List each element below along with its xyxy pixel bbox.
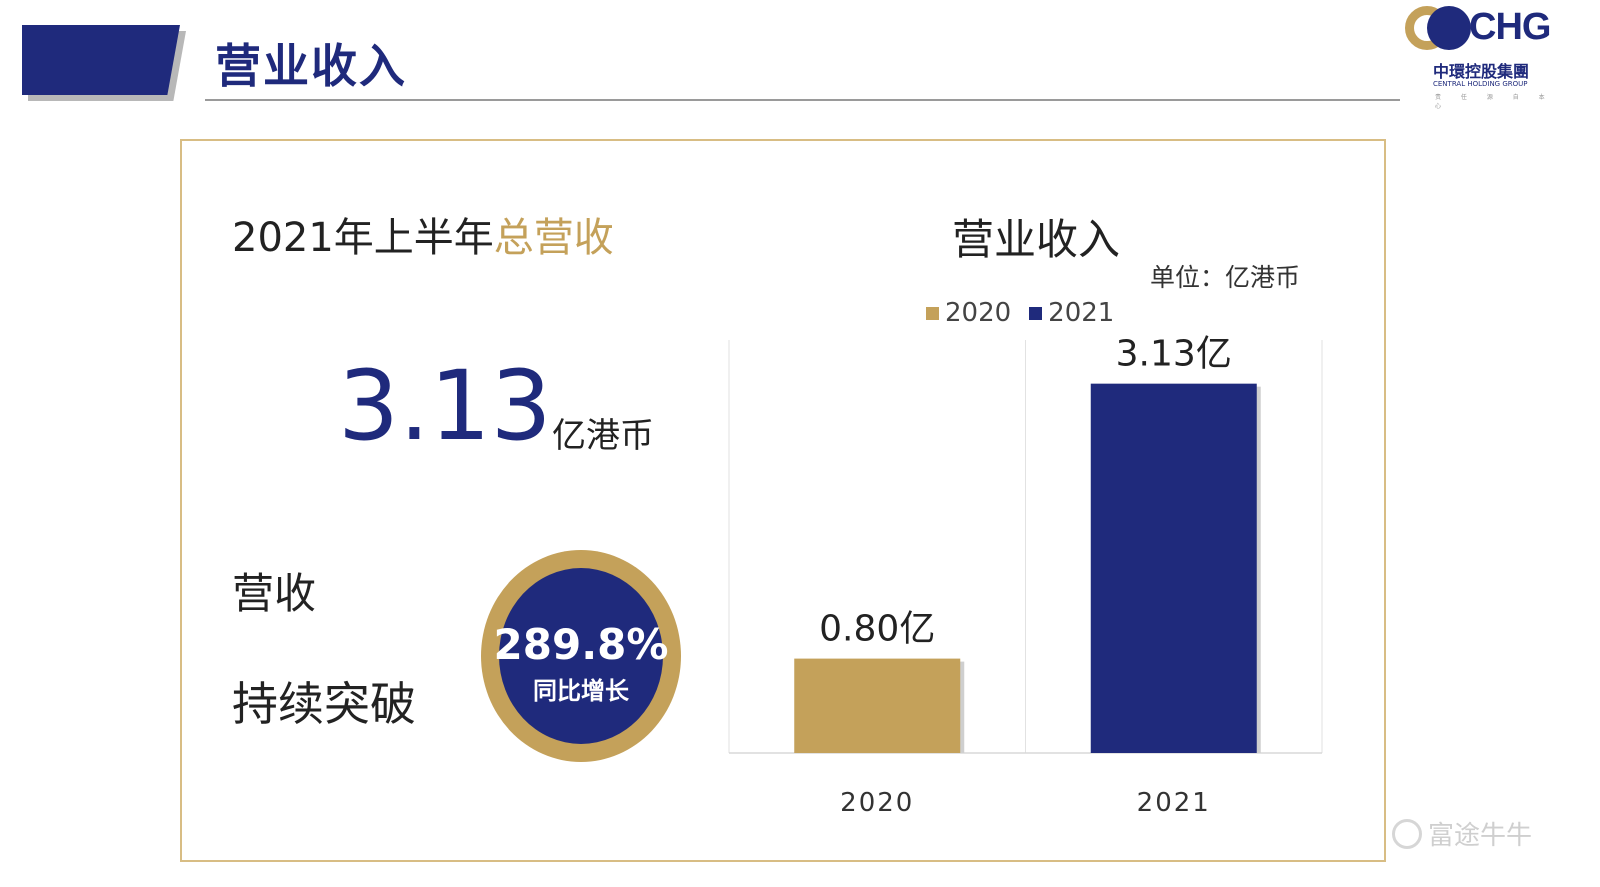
- logo-mark: CHG: [1469, 6, 1551, 48]
- logo-tagline: 责 任 源 自 本 心: [1435, 94, 1554, 110]
- legend-swatch-2020: [926, 306, 939, 320]
- page-title: 营业收入: [215, 39, 407, 93]
- revenue-label: 营收: [232, 569, 317, 618]
- growth-label: 同比增长: [533, 677, 629, 705]
- logo-name-cn: 中環控股集團: [1433, 62, 1530, 81]
- data-label-2021: 3.13亿: [1116, 334, 1232, 375]
- legend-item-2020: 2020: [926, 298, 1011, 328]
- x-tick-2020: 2020: [840, 788, 914, 818]
- legend-item-2021: 2021: [1029, 298, 1114, 328]
- watermark: 富途牛牛: [1392, 815, 1532, 852]
- breakthrough-label: 持续突破: [232, 677, 416, 731]
- company-logo: CHG 中環控股集團 CENTRAL HOLDING GROUP 责 任 源 自…: [1405, 4, 1575, 110]
- title-banner: [22, 25, 180, 95]
- data-label-2020: 0.80亿: [819, 609, 935, 650]
- chart-legend: 2020 2021: [926, 298, 1114, 328]
- watermark-text: 富途牛牛: [1428, 821, 1533, 851]
- title-divider: [205, 99, 1400, 101]
- legend-label-2021: 2021: [1048, 298, 1115, 328]
- headline-prefix: 2021年上半年: [232, 215, 494, 261]
- logo-inner-circle-icon: [1427, 6, 1471, 50]
- legend-swatch-2021: [1029, 306, 1043, 320]
- chart-title: 营业收入: [952, 215, 1121, 264]
- watermark-icon: [1392, 818, 1422, 849]
- revenue-value: 3.13: [338, 350, 552, 462]
- content-frame: [180, 139, 1386, 862]
- growth-badge: 289.8% 同比增长: [481, 550, 681, 762]
- x-tick-2021: 2021: [1137, 788, 1211, 818]
- growth-badge-inner: 289.8% 同比增长: [494, 568, 668, 744]
- chart-unit: 单位：亿港币: [1150, 263, 1301, 292]
- legend-label-2020: 2020: [945, 298, 1012, 328]
- headline-accent: 总营收: [493, 215, 614, 261]
- bar-2020: [794, 658, 961, 753]
- revenue-bar-chart: 0.80亿 2020 3.13亿 2021: [728, 334, 1323, 818]
- revenue-unit: 亿港币: [552, 416, 654, 456]
- logo-name-en: CENTRAL HOLDING GROUP: [1433, 80, 1528, 88]
- growth-value: 289.8%: [493, 620, 669, 669]
- bar-2021: [1090, 383, 1257, 753]
- summary-headline: 2021年上半年总营收: [232, 205, 614, 263]
